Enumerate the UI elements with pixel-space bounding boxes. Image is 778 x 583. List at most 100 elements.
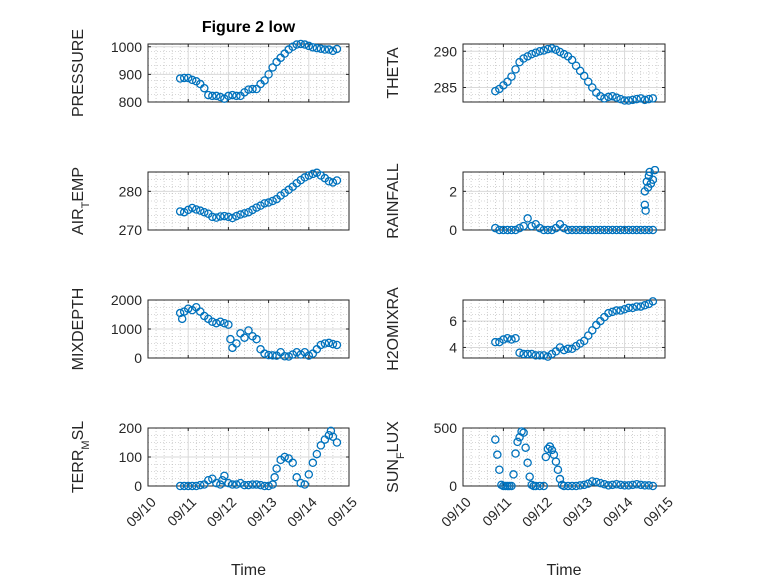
data-point xyxy=(644,94,654,104)
data-point xyxy=(493,450,502,459)
data-point xyxy=(523,52,532,61)
axes-box xyxy=(462,299,666,359)
data-point xyxy=(320,339,330,348)
y-tick-label: 0 xyxy=(134,478,142,494)
data-point xyxy=(551,457,561,466)
data-point xyxy=(248,84,257,94)
data-point xyxy=(616,480,625,490)
data-point xyxy=(628,303,637,313)
data-point xyxy=(260,481,269,491)
data-point xyxy=(224,212,233,222)
data-point xyxy=(525,472,534,481)
subplot-mixdepth: 0 1000 2000 MIXDEPTH xyxy=(70,288,350,371)
data-point xyxy=(220,471,229,481)
data-point xyxy=(260,349,269,358)
data-point xyxy=(604,308,613,318)
data-point xyxy=(191,205,201,214)
data-point xyxy=(220,318,229,328)
data-point xyxy=(612,480,621,489)
data-point xyxy=(292,473,301,482)
data-point xyxy=(320,45,330,54)
data-point xyxy=(268,63,277,72)
data-point xyxy=(579,336,589,346)
data-point xyxy=(527,49,536,59)
y-axis-label: THETA xyxy=(385,47,402,99)
data-point xyxy=(232,339,241,348)
data-point xyxy=(588,477,597,486)
data-point xyxy=(539,225,549,235)
data-point xyxy=(612,306,621,315)
data-point xyxy=(332,438,342,447)
data-point xyxy=(624,225,633,235)
data-point xyxy=(332,44,342,54)
data-point xyxy=(523,349,532,359)
data-point xyxy=(196,206,205,215)
data-point xyxy=(328,339,338,349)
data-point xyxy=(304,171,314,180)
data-point xyxy=(175,481,185,491)
data-point xyxy=(531,481,540,491)
y-tick-label: 500 xyxy=(434,420,458,436)
data-point xyxy=(648,481,658,491)
data-point xyxy=(645,167,654,177)
data-point xyxy=(579,71,589,81)
data-point xyxy=(220,211,229,221)
data-point xyxy=(563,344,573,354)
data-point xyxy=(636,225,646,235)
data-point xyxy=(240,333,249,342)
data-point xyxy=(491,337,500,347)
data-point xyxy=(312,43,322,53)
data-point xyxy=(511,225,520,235)
data-point xyxy=(632,94,641,104)
data-point xyxy=(620,96,629,105)
data-point xyxy=(523,214,532,223)
y-tick-label: 100 xyxy=(119,449,143,465)
data-point xyxy=(588,326,597,335)
data-point xyxy=(612,93,621,102)
data-point xyxy=(571,225,581,235)
y-axis-label: RAINFALL xyxy=(385,163,402,239)
data-point xyxy=(507,481,516,491)
data-point xyxy=(644,481,654,490)
data-point xyxy=(600,225,609,235)
data-point xyxy=(208,91,217,101)
data-point xyxy=(183,73,193,83)
data-point xyxy=(650,166,660,175)
data-point xyxy=(511,449,520,458)
data-point xyxy=(620,481,629,490)
data-point xyxy=(187,75,197,85)
data-point xyxy=(308,458,318,468)
y-axis-label: MIXDEPTH xyxy=(70,288,87,371)
data-point xyxy=(248,480,257,489)
data-point xyxy=(575,66,585,76)
axes-box xyxy=(462,43,666,103)
y-axis-label: SUNFLUX xyxy=(385,421,407,493)
data-point xyxy=(583,331,593,340)
data-point xyxy=(608,225,617,235)
data-point xyxy=(509,470,518,479)
data-point xyxy=(308,43,318,52)
data-point xyxy=(216,480,225,489)
data-point xyxy=(616,225,625,235)
data-point xyxy=(571,481,581,491)
data-point xyxy=(324,338,334,348)
data-point xyxy=(187,203,197,213)
data-point xyxy=(519,428,528,437)
data-point xyxy=(232,480,241,489)
y-tick-label: 800 xyxy=(119,94,143,110)
data-point xyxy=(240,209,249,218)
data-point xyxy=(515,348,524,357)
data-point xyxy=(628,480,637,490)
data-point xyxy=(252,334,261,344)
data-point xyxy=(628,225,637,235)
data-point xyxy=(604,225,613,235)
data-point xyxy=(535,481,545,491)
data-point xyxy=(519,54,528,63)
data-point xyxy=(175,308,185,318)
y-tick-label: 4 xyxy=(449,339,457,355)
data-point xyxy=(316,441,326,450)
data-markers xyxy=(175,302,342,361)
data-point xyxy=(563,481,573,491)
data-point xyxy=(507,225,516,235)
y-tick-label: 6 xyxy=(449,313,457,329)
